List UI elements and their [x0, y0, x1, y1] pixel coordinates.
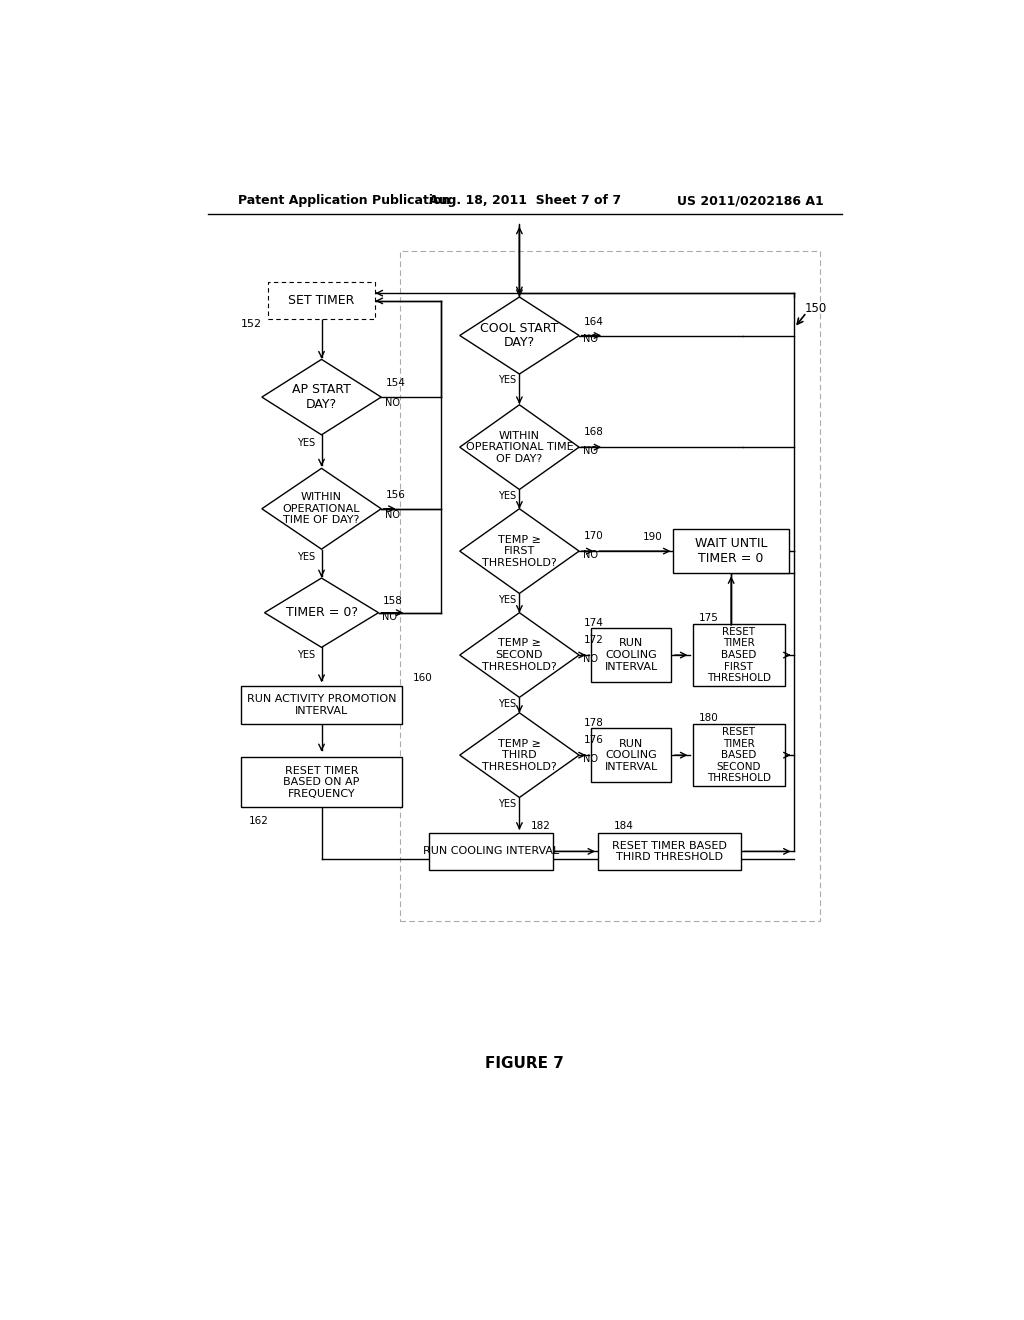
Bar: [267, 282, 376, 319]
Bar: [400, 251, 819, 921]
Text: US 2011/0202186 A1: US 2011/0202186 A1: [677, 194, 823, 207]
Text: RESET TIMER BASED
THIRD THRESHOLD: RESET TIMER BASED THIRD THRESHOLD: [612, 841, 727, 862]
Text: YES: YES: [297, 649, 315, 660]
Bar: [241, 686, 402, 725]
Text: WITHIN
OPERATIONAL
TIME OF DAY?: WITHIN OPERATIONAL TIME OF DAY?: [283, 492, 360, 525]
Text: YES: YES: [297, 438, 315, 449]
Polygon shape: [262, 359, 381, 434]
Text: NO: NO: [385, 399, 400, 408]
Text: SET TIMER: SET TIMER: [289, 294, 354, 308]
Text: 150: 150: [804, 302, 826, 315]
Polygon shape: [264, 578, 379, 647]
Text: TIMER = 0?: TIMER = 0?: [286, 606, 357, 619]
Text: NO: NO: [583, 334, 598, 345]
Text: 154: 154: [385, 379, 406, 388]
Text: 156: 156: [385, 490, 406, 500]
Text: RUN ACTIVITY PROMOTION
INTERVAL: RUN ACTIVITY PROMOTION INTERVAL: [247, 694, 396, 715]
Text: YES: YES: [498, 698, 516, 709]
Polygon shape: [460, 508, 580, 594]
Bar: [598, 833, 740, 870]
Text: NO: NO: [583, 653, 598, 664]
Text: 184: 184: [614, 821, 634, 832]
Text: YES: YES: [297, 552, 315, 562]
Text: RUN
COOLING
INTERVAL: RUN COOLING INTERVAL: [604, 739, 657, 772]
Text: 158: 158: [383, 597, 403, 606]
Text: 160: 160: [413, 673, 432, 684]
Text: YES: YES: [498, 375, 516, 385]
Text: RUN COOLING INTERVAL: RUN COOLING INTERVAL: [423, 846, 559, 857]
Text: YES: YES: [498, 799, 516, 809]
Text: 172: 172: [584, 635, 603, 644]
Text: 168: 168: [584, 426, 603, 437]
Bar: [591, 628, 672, 682]
Text: TEMP ≥
THIRD
THRESHOLD?: TEMP ≥ THIRD THRESHOLD?: [482, 739, 557, 772]
Text: 164: 164: [584, 317, 603, 326]
Text: NO: NO: [583, 550, 598, 560]
Text: YES: YES: [498, 491, 516, 500]
Text: NO: NO: [583, 446, 598, 455]
Text: 190: 190: [643, 532, 663, 543]
Text: 175: 175: [698, 612, 719, 623]
Polygon shape: [460, 713, 580, 797]
Text: TEMP ≥
SECOND
THRESHOLD?: TEMP ≥ SECOND THRESHOLD?: [482, 639, 557, 672]
Text: FIGURE 7: FIGURE 7: [485, 1056, 564, 1071]
Text: 182: 182: [531, 821, 551, 832]
Bar: [674, 529, 788, 573]
Text: 170: 170: [584, 531, 603, 541]
Text: Patent Application Publication: Patent Application Publication: [239, 194, 451, 207]
Text: 174: 174: [584, 618, 603, 628]
Text: WITHIN
OPERATIONAL TIME
OF DAY?: WITHIN OPERATIONAL TIME OF DAY?: [466, 430, 573, 463]
Text: 176: 176: [584, 735, 603, 744]
Text: RESET
TIMER
BASED
FIRST
THRESHOLD: RESET TIMER BASED FIRST THRESHOLD: [707, 627, 771, 684]
Bar: [429, 833, 553, 870]
Polygon shape: [460, 612, 580, 697]
Bar: [692, 624, 785, 686]
Polygon shape: [460, 405, 580, 490]
Text: Aug. 18, 2011  Sheet 7 of 7: Aug. 18, 2011 Sheet 7 of 7: [429, 194, 621, 207]
Text: 152: 152: [241, 319, 262, 329]
Bar: [241, 758, 402, 807]
Text: RESET
TIMER
BASED
SECOND
THRESHOLD: RESET TIMER BASED SECOND THRESHOLD: [707, 727, 771, 783]
Text: NO: NO: [382, 611, 396, 622]
Text: TEMP ≥
FIRST
THRESHOLD?: TEMP ≥ FIRST THRESHOLD?: [482, 535, 557, 568]
Text: 180: 180: [698, 713, 719, 723]
Text: 162: 162: [249, 816, 268, 825]
Text: RESET TIMER
BASED ON AP
FREQUENCY: RESET TIMER BASED ON AP FREQUENCY: [284, 766, 359, 799]
Bar: [591, 729, 672, 781]
Polygon shape: [460, 297, 580, 374]
Polygon shape: [262, 469, 381, 549]
Text: AP START
DAY?: AP START DAY?: [292, 383, 351, 411]
Text: WAIT UNTIL
TIMER = 0: WAIT UNTIL TIMER = 0: [695, 537, 767, 565]
Text: 178: 178: [584, 718, 603, 727]
Bar: [692, 725, 785, 785]
Text: COOL START
DAY?: COOL START DAY?: [480, 322, 559, 350]
Text: YES: YES: [498, 594, 516, 605]
Text: NO: NO: [385, 510, 400, 520]
Text: RUN
COOLING
INTERVAL: RUN COOLING INTERVAL: [604, 639, 657, 672]
Text: NO: NO: [583, 754, 598, 764]
